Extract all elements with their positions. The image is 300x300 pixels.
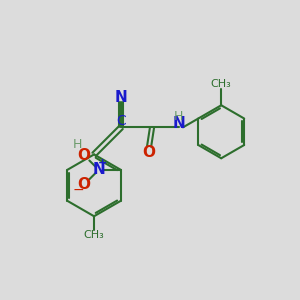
Text: O: O	[77, 177, 91, 192]
Text: N: N	[92, 162, 105, 177]
Text: H: H	[73, 138, 82, 151]
Text: C: C	[116, 114, 126, 128]
Text: O: O	[142, 145, 156, 160]
Text: CH₃: CH₃	[211, 79, 232, 89]
Text: O: O	[77, 148, 91, 163]
Text: H: H	[174, 110, 183, 123]
Text: CH₃: CH₃	[84, 230, 104, 240]
Text: −: −	[73, 183, 85, 197]
Text: +: +	[98, 158, 107, 168]
Text: N: N	[115, 89, 128, 104]
Text: N: N	[172, 116, 185, 131]
